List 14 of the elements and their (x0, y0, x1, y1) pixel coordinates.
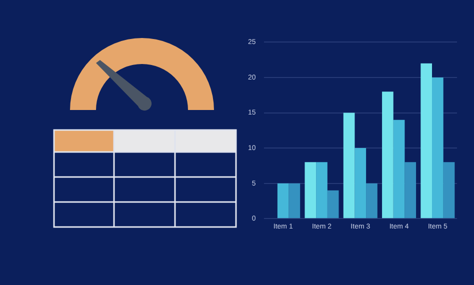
bar (420, 63, 432, 218)
bar (443, 162, 455, 218)
bar (304, 162, 316, 218)
bar (327, 190, 339, 218)
bar (288, 183, 300, 218)
bar (354, 148, 366, 218)
bar (382, 92, 394, 218)
bar (432, 77, 444, 218)
bar (316, 162, 328, 218)
bar (393, 120, 405, 218)
bar (277, 183, 289, 218)
bar (404, 162, 416, 218)
bar (343, 112, 355, 218)
bar (366, 183, 378, 218)
